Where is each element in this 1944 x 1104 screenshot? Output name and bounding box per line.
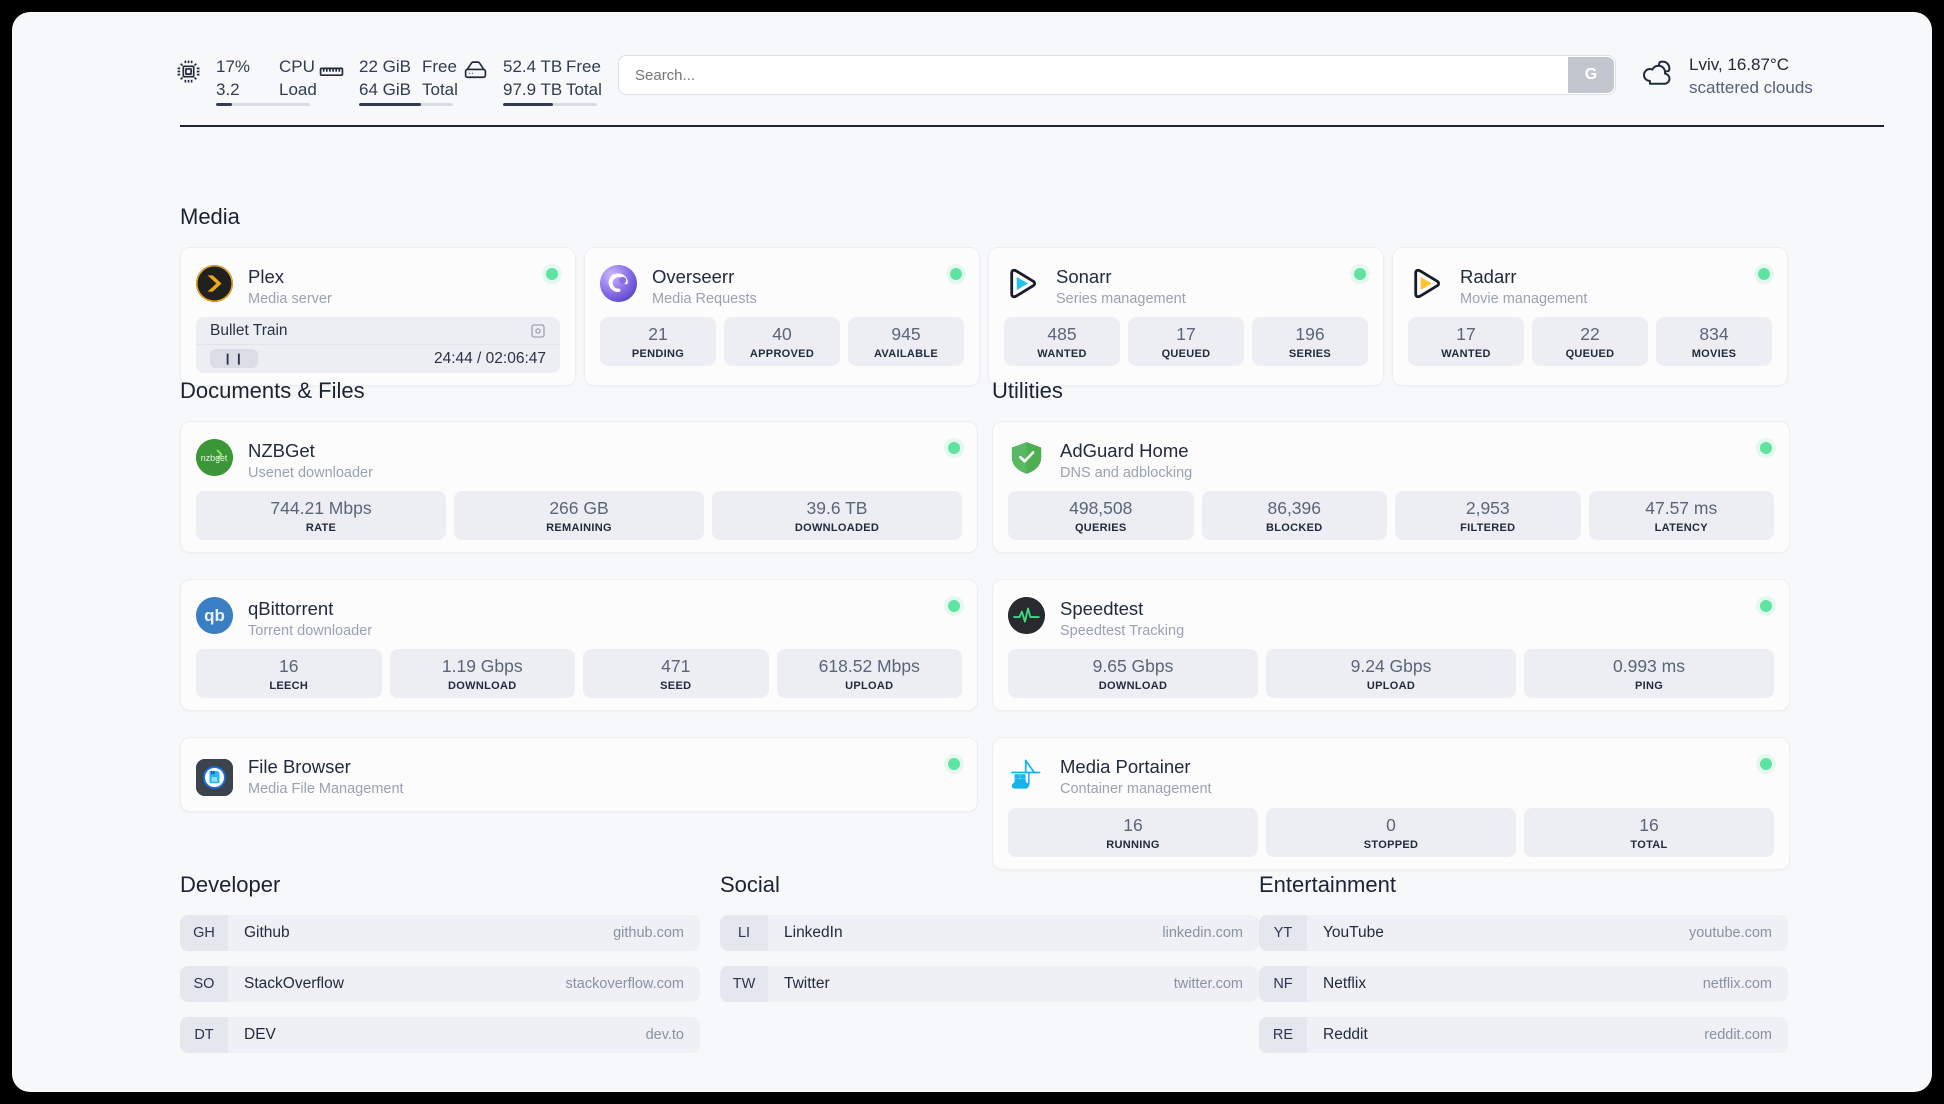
svg-text:nzbget: nzbget xyxy=(201,453,228,463)
svg-text:qb: qb xyxy=(204,606,225,625)
